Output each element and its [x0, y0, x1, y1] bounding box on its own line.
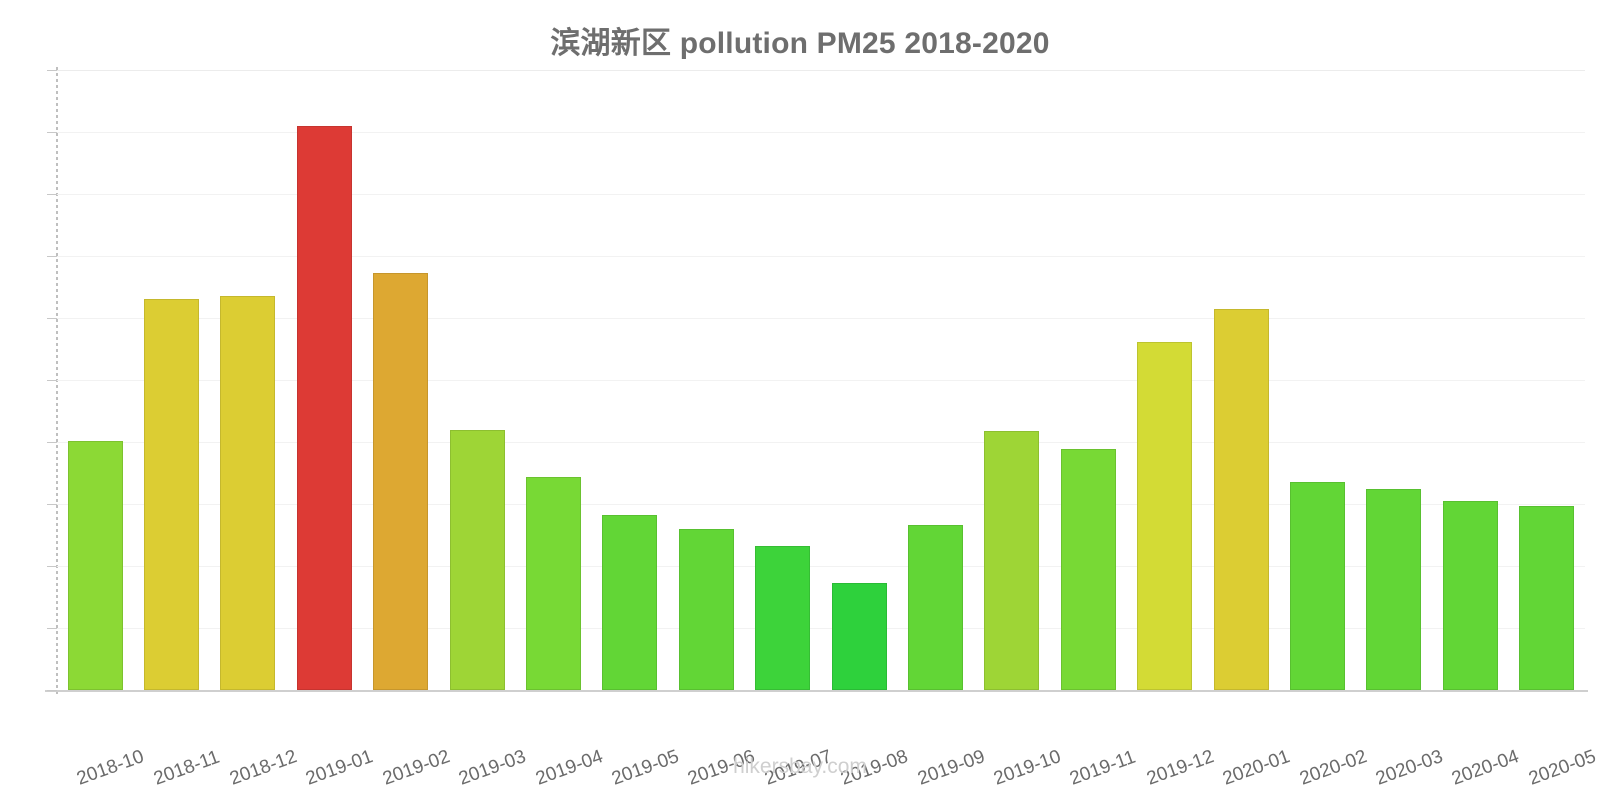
gridline [57, 318, 1585, 319]
plot-area: 0102030405060708090100 2018-102018-11201… [45, 67, 1599, 790]
bar[interactable] [1290, 482, 1346, 690]
gridline [57, 566, 1585, 567]
bar[interactable] [526, 476, 582, 690]
bar[interactable] [67, 441, 123, 690]
gridline [57, 256, 1585, 257]
y-tick-mark [47, 380, 57, 381]
bar[interactable] [831, 582, 887, 690]
y-tick-mark [47, 442, 57, 443]
y-tick-mark [47, 504, 57, 505]
chart-title: 滨湖新区 pollution PM25 2018-2020 [550, 27, 1050, 60]
y-tick-mark [47, 566, 57, 567]
gridline [57, 380, 1585, 381]
gridline [57, 132, 1585, 133]
gridline [57, 628, 1585, 629]
y-axis-line [56, 67, 58, 697]
gridline [57, 194, 1585, 195]
bar-series [57, 70, 1585, 690]
y-tick-mark [47, 132, 57, 133]
x-axis-baseline [45, 690, 1588, 692]
y-tick-mark [47, 628, 57, 629]
gridline [57, 504, 1585, 505]
gridline [57, 442, 1585, 443]
bar[interactable] [1519, 505, 1575, 690]
source-watermark: hikersbay.com [733, 755, 867, 778]
bar[interactable] [1060, 448, 1116, 690]
bar[interactable] [1366, 489, 1422, 690]
y-tick-mark [47, 318, 57, 319]
bar[interactable] [602, 514, 658, 690]
y-tick-mark [47, 194, 57, 195]
bar[interactable] [908, 525, 964, 690]
bar[interactable] [144, 299, 200, 690]
y-tick-mark [47, 70, 57, 71]
bar[interactable] [1137, 341, 1193, 690]
bar[interactable] [373, 273, 429, 690]
y-tick-mark [47, 690, 57, 691]
y-tick-mark [47, 256, 57, 257]
gridline [57, 70, 1585, 71]
bar[interactable] [1213, 309, 1269, 690]
bar[interactable] [449, 429, 505, 690]
bar[interactable] [1442, 500, 1498, 690]
bar[interactable] [678, 529, 734, 690]
bar[interactable] [220, 296, 276, 690]
bar[interactable] [984, 430, 1040, 690]
bar[interactable] [296, 125, 352, 690]
bar[interactable] [755, 546, 811, 690]
